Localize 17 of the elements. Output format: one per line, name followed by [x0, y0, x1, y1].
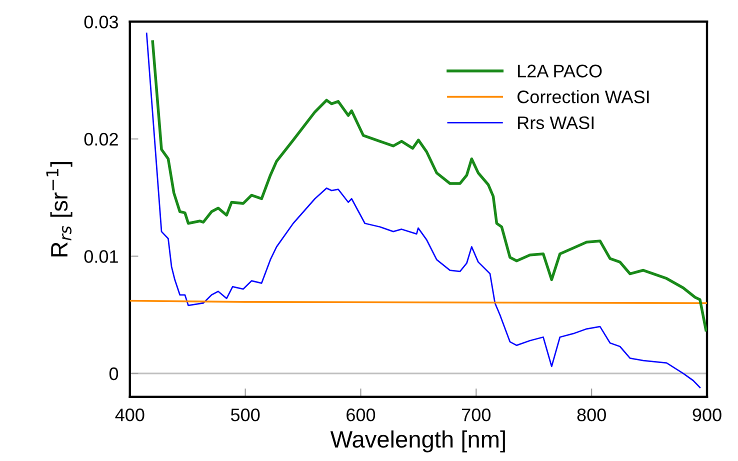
y-tick-label: 0 [109, 367, 118, 380]
line-series [146, 32, 701, 388]
x-tick-label: 900 [692, 408, 722, 422]
y-axis-title: R$_{rs}$ [sr$^{−1}$] [46, 162, 72, 256]
y-tick-label: 0.01 [84, 250, 118, 263]
legend-label: Correction WASI [518, 90, 649, 104]
line-series [151, 40, 708, 332]
y-tick-label: 0.02 [84, 132, 118, 146]
x-tick-label: 500 [230, 408, 260, 422]
legend-label: L2A PACO [518, 64, 602, 78]
x-tick-label: 600 [346, 408, 376, 422]
y-tick-label: 0.03 [84, 16, 118, 28]
legend-label: Rrs WASI [518, 116, 594, 130]
x-tick-label: 700 [462, 408, 491, 422]
x-axis-title: Wavelength [nm] [330, 430, 505, 452]
x-tick-label: 400 [115, 408, 144, 422]
x-tick-label: 800 [577, 408, 606, 422]
